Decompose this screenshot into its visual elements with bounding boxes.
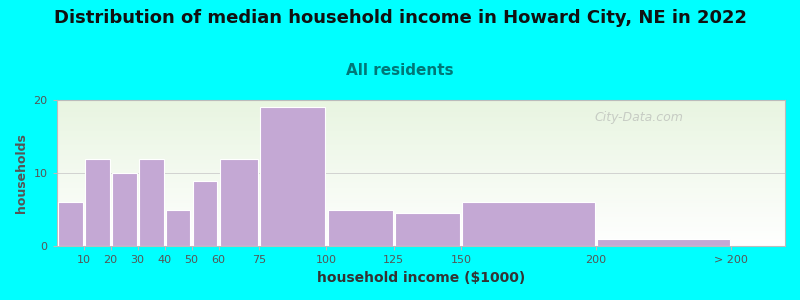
Text: All residents: All residents [346, 63, 454, 78]
Bar [138, 159, 163, 246]
Text: City-Data.com: City-Data.com [595, 111, 684, 124]
Bar [220, 159, 258, 246]
Bar [193, 181, 218, 246]
Text: Distribution of median household income in Howard City, NE in 2022: Distribution of median household income … [54, 9, 746, 27]
Bar [462, 202, 595, 246]
Bar [112, 173, 137, 246]
Bar [598, 239, 730, 246]
X-axis label: household income ($1000): household income ($1000) [317, 271, 525, 285]
Bar [327, 210, 393, 246]
Bar [85, 159, 110, 246]
Bar [395, 214, 460, 246]
Bar [166, 210, 190, 246]
Bar [58, 202, 82, 246]
Y-axis label: households: households [15, 133, 28, 213]
Bar [260, 107, 326, 246]
